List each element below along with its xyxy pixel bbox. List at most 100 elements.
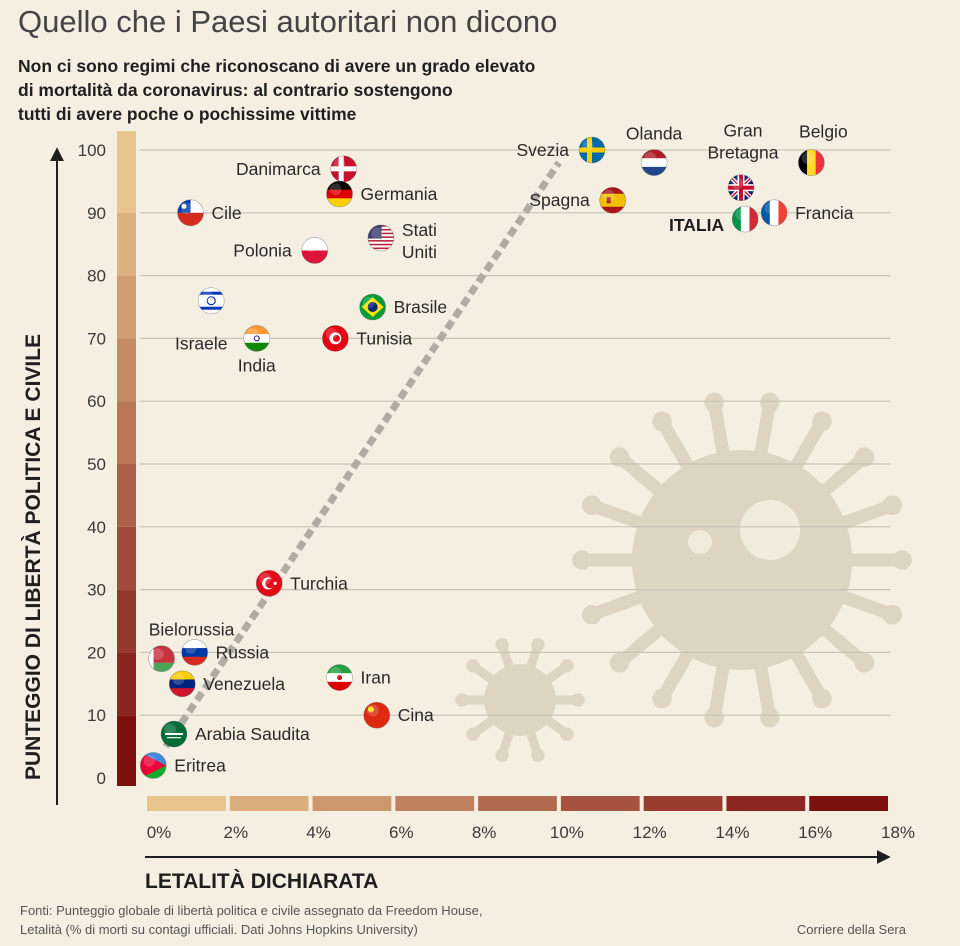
virus-spike-tip <box>466 659 480 673</box>
large-virus-icon <box>572 392 912 728</box>
data-point-iran: Iran <box>326 664 391 691</box>
country-label: Eritrea <box>174 755 226 775</box>
country-label: Tunisia <box>356 328 412 348</box>
x-scale-segment <box>560 796 640 811</box>
belgium-flag <box>798 149 825 176</box>
country-label: Gran Bretagna <box>707 121 778 163</box>
data-point-stati-uniti: Stati Uniti <box>367 220 437 262</box>
virus-spike-tip <box>495 748 509 762</box>
y-tick-label: 20 <box>87 643 106 662</box>
china-flag <box>363 702 390 729</box>
virus-spike-tip <box>560 727 574 741</box>
y-color-scale <box>117 131 136 786</box>
data-point-russia: Russia <box>181 639 270 666</box>
brazil-flag <box>359 294 386 320</box>
y-tick-label: 100 <box>78 141 106 160</box>
india-flag <box>243 325 270 352</box>
y-scale-segment <box>117 464 136 527</box>
data-point-arabia-saudita: Arabia Saudita <box>160 720 310 748</box>
x-tick-label: 4% <box>306 823 331 842</box>
x-color-scale <box>147 796 888 811</box>
virus-spike-tip <box>572 550 592 570</box>
virus-spike-tip <box>704 392 724 413</box>
data-point-venezuela: Venezuela <box>168 670 285 698</box>
y-tick-label: 0 <box>97 769 106 788</box>
data-point-germania: Germania <box>326 180 438 208</box>
data-point-francia: Francia <box>760 199 854 227</box>
y-scale-segment <box>117 131 136 213</box>
country-label: Venezuela <box>203 674 285 694</box>
x-scale-segment <box>229 796 309 811</box>
data-point-tunisia: Tunisia <box>322 325 412 352</box>
israel-flag <box>198 287 225 314</box>
uk-flag <box>728 174 754 201</box>
virus-spike-tip <box>531 748 545 762</box>
y-axis-label: PUNTEGGIO DI LIBERTÀ POLITICA E CIVILE <box>22 334 45 780</box>
country-label: Francia <box>795 203 854 223</box>
virus-spike-tip <box>652 411 672 432</box>
virus-spike-tip <box>571 693 585 707</box>
x-scale-segment <box>395 796 475 811</box>
x-scale-segment <box>809 796 888 811</box>
country-label: Svezia <box>516 140 569 160</box>
country-label: Olanda <box>626 124 683 144</box>
virus-spike-tip <box>609 447 630 467</box>
x-scale-segment <box>643 796 723 811</box>
tunisia-flag <box>322 325 349 352</box>
source-line-1: Fonti: Punteggio globale di libertà poli… <box>20 903 483 918</box>
data-point-polonia: Polonia <box>233 237 328 264</box>
subtitle-line-3: tutti di avere poche o pochissime vittim… <box>18 104 357 124</box>
data-points: Danimarca Germania Cile Stati Uniti Polonia Is… <box>139 121 854 779</box>
y-tick-label: 70 <box>87 329 106 348</box>
virus-spike-tip <box>892 550 912 570</box>
country-label: Russia <box>216 642 270 662</box>
virus-spike-tip <box>466 727 480 741</box>
y-tick-label: 90 <box>87 204 106 223</box>
subtitle-line-2: di mortalità da coronavirus: al contrari… <box>18 80 453 100</box>
eritrea-flag <box>140 752 167 779</box>
virus-spike-tip <box>812 411 832 432</box>
subtitle-line-1: Non ci sono regimi che riconoscano di av… <box>18 56 535 76</box>
y-scale-segment <box>117 401 136 464</box>
virus-spike-tip <box>609 653 630 673</box>
data-point-india: India <box>238 325 276 375</box>
virus-illustration <box>455 392 912 762</box>
sweden-flag <box>579 137 605 163</box>
italy-flag <box>732 206 759 233</box>
y-scale-segment <box>117 338 136 402</box>
y-scale-segment <box>117 589 136 653</box>
country-label: Iran <box>361 668 391 688</box>
virus-spike-tip <box>581 495 602 516</box>
virus-spike-tip <box>760 707 780 728</box>
data-point-belgio: Belgio <box>798 122 848 176</box>
y-scale-segment <box>117 772 136 786</box>
netherlands-flag <box>641 149 668 176</box>
x-tick-label: 16% <box>798 823 832 842</box>
x-tick-label: 14% <box>715 823 749 842</box>
country-label: Danimarca <box>236 159 321 179</box>
y-tick-labels: 0 10 20 30 40 50 60 70 80 90 100 <box>78 141 106 788</box>
virus-spike-tip <box>581 604 602 625</box>
y-scale-segment <box>117 526 136 590</box>
country-label: Israele <box>175 334 228 354</box>
country-label: Belgio <box>799 122 848 142</box>
credit: Corriere della Sera <box>797 922 907 937</box>
germany-flag <box>326 180 353 207</box>
country-label: Arabia Saudita <box>195 724 310 744</box>
saudi-flag <box>160 721 187 748</box>
trend-line <box>162 160 562 749</box>
virus-body <box>484 664 556 736</box>
data-point-cile: Cile <box>177 199 242 227</box>
y-scale-segment <box>117 212 136 276</box>
virus-spike-tip <box>760 392 780 413</box>
country-label: Germania <box>361 184 438 204</box>
venezuela-flag <box>169 670 196 697</box>
x-axis-label: LETALITÀ DICHIARATA <box>145 870 378 893</box>
iran-flag <box>326 664 353 691</box>
y-tick-label: 40 <box>87 518 106 537</box>
virus-spike-tip <box>704 707 724 728</box>
turkey-flag <box>256 570 283 597</box>
country-label: India <box>238 355 276 375</box>
virus-spike-tip <box>812 688 832 709</box>
virus-spot <box>740 500 800 560</box>
